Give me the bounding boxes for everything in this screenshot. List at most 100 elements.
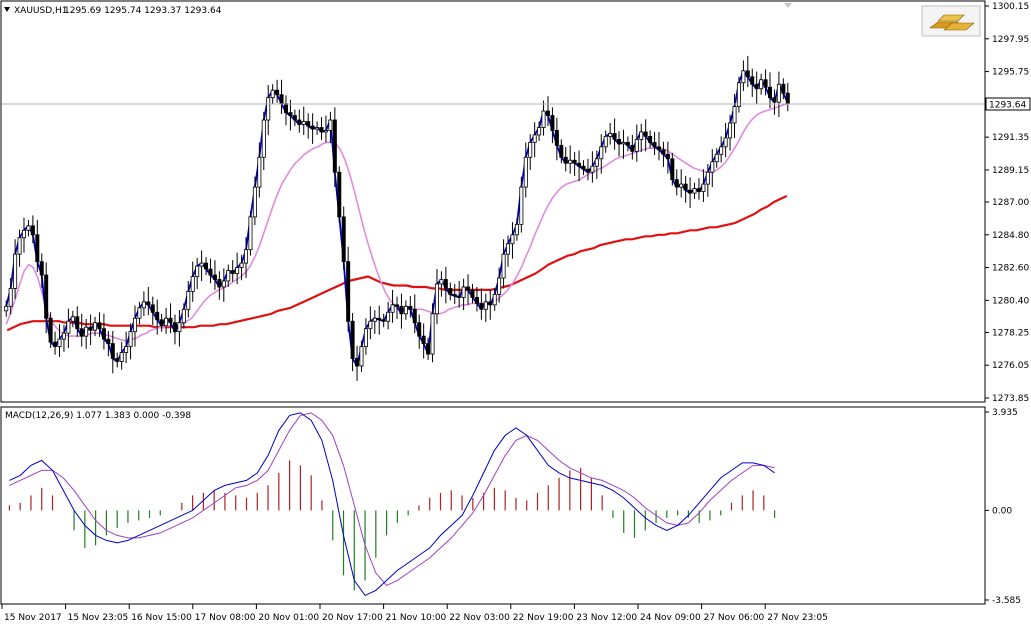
candle-body: [319, 127, 324, 133]
candle-body: [665, 153, 670, 160]
candle-body: [568, 159, 573, 164]
candle-body: [479, 302, 484, 310]
candle-body: [341, 216, 346, 263]
price-tick-label: 1291.35: [992, 133, 1029, 143]
candle-body: [297, 119, 302, 125]
candle-body: [248, 216, 253, 251]
price-tick-label: 1287.00: [992, 198, 1029, 208]
candle-body: [93, 322, 98, 331]
candle-body: [550, 115, 555, 131]
price-candles: [4, 55, 790, 381]
candle-body: [674, 179, 679, 188]
candle-body: [266, 97, 271, 121]
macd-histogram: [8, 460, 776, 591]
candle-body: [563, 156, 568, 164]
candle-body: [115, 358, 120, 362]
candle-body: [186, 291, 191, 310]
time-axis[interactable]: 15 Nov 2017 15 Nov 23:05 16 Nov 15:00 17 No…: [1, 604, 828, 623]
price-tick-label: 1273.85: [992, 394, 1029, 404]
candle-body: [452, 294, 457, 297]
candle-body: [488, 301, 493, 306]
time-tick-label: 27 Nov 23:05: [767, 613, 828, 623]
candle-body: [408, 305, 413, 310]
candle-body: [57, 338, 62, 347]
gold-bars-icon: [921, 5, 981, 37]
candle-body: [537, 127, 542, 136]
candle-body: [732, 106, 737, 124]
indicator-axis[interactable]: 3.935 0.00 -3.585: [985, 408, 1021, 606]
candle-body: [310, 125, 315, 130]
candle-body: [434, 283, 439, 315]
candle-body: [301, 121, 306, 125]
candle-body: [84, 326, 89, 337]
candle-body: [608, 133, 613, 137]
candle-body: [244, 249, 249, 264]
candle-body: [110, 343, 115, 359]
candle-body: [381, 319, 386, 322]
candle-body: [346, 261, 351, 322]
candle-body: [692, 188, 697, 194]
candle-body: [612, 133, 617, 140]
candle-body: [763, 79, 768, 88]
candle-body: [306, 121, 311, 127]
candle-body: [461, 286, 466, 298]
candle-body: [146, 301, 151, 306]
candle-body: [168, 317, 173, 324]
candle-body: [741, 70, 746, 84]
candle-body: [39, 261, 44, 276]
candle-body: [235, 267, 240, 274]
candle-body: [252, 186, 257, 218]
candle-body: [283, 103, 288, 113]
price-axis[interactable]: 1300.151297.951295.751293.551291.351289.…: [985, 2, 1029, 404]
candle-body: [439, 279, 444, 285]
candle-body: [17, 237, 22, 255]
candle-body: [617, 138, 622, 145]
candle-body: [66, 320, 71, 334]
time-tick-label: 20 Nov 01:00: [258, 613, 319, 623]
candle-body: [625, 141, 630, 146]
candle-body: [688, 189, 693, 194]
time-tick-label: 17 Nov 08:00: [195, 613, 256, 623]
candle-body: [736, 82, 741, 108]
current-price-badge: 1293.64: [985, 97, 1031, 111]
candle-body: [128, 331, 133, 347]
candle-body: [399, 305, 404, 315]
candle-body: [137, 307, 142, 319]
indicator-label: MACD(12,26,9) 1.077 1.383 0.000 -0.398: [5, 411, 191, 421]
indicator-tick-label: 0.00: [992, 506, 1012, 516]
scroll-marker-icon[interactable]: [784, 3, 792, 8]
candle-body: [124, 346, 129, 353]
candle-body: [585, 168, 590, 173]
candle-body: [466, 286, 471, 291]
candle-body: [359, 346, 364, 367]
candle-body: [497, 277, 502, 295]
candle-body: [26, 225, 31, 231]
slow-ma-line: [6, 195, 788, 332]
dropdown-triangle-icon[interactable]: [4, 7, 10, 12]
price-tick-label: 1278.25: [992, 328, 1029, 338]
candle-body: [390, 304, 395, 313]
candle-body: [634, 138, 639, 152]
price-tick-label: 1284.80: [992, 231, 1029, 241]
candle-body: [106, 338, 111, 344]
candle-body: [768, 86, 773, 99]
candle-body: [457, 295, 462, 298]
indicator-panel-frame: [0, 406, 986, 605]
candle-body: [323, 130, 328, 133]
candle-body: [759, 79, 764, 90]
candle-body: [355, 358, 360, 367]
candle-body: [412, 308, 417, 324]
candle-body: [275, 89, 280, 96]
price-tick-label: 1276.05: [992, 361, 1029, 371]
candle-body: [621, 141, 626, 145]
candle-body: [226, 270, 231, 282]
candle-body: [679, 183, 684, 188]
price-tick-label: 1300.15: [992, 2, 1029, 12]
candle-body: [630, 144, 635, 152]
price-tick-label: 1297.95: [992, 35, 1029, 45]
candle-body: [545, 110, 550, 116]
candle-body: [483, 301, 488, 310]
candle-body: [21, 229, 26, 239]
